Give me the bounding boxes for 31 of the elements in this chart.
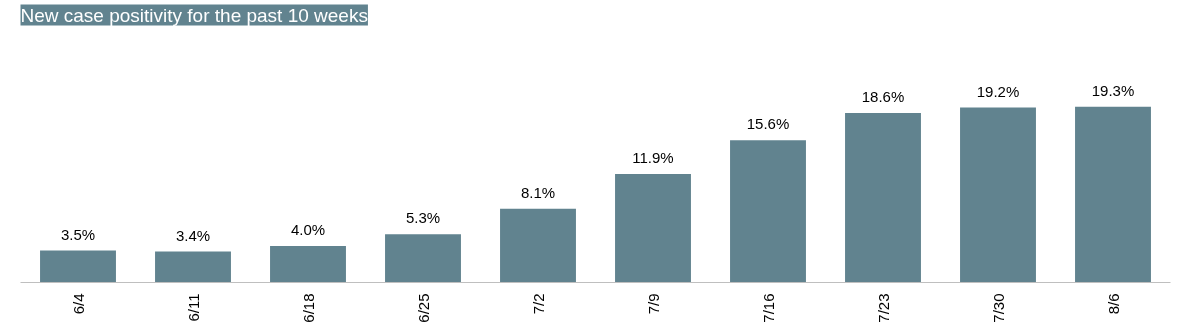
x-tick-label: 7/16 [759,293,777,323]
bar [845,113,921,283]
bar [1075,106,1151,283]
chart-title: New case positivity for the past 10 weeks [20,4,368,26]
bar [500,208,576,283]
data-label: 5.3% [405,209,441,227]
data-label: 4.0% [290,221,326,239]
data-label: 18.6% [861,88,905,106]
x-tick-label: 8/6 [1104,293,1122,315]
x-tick-label: 7/9 [644,293,662,315]
bar [155,251,231,283]
x-tick-label: 6/25 [414,293,432,323]
bar [615,174,691,283]
data-label: 11.9% [632,149,674,167]
data-label: 3.5% [60,225,96,243]
data-label: 3.4% [175,226,211,244]
data-label: 19.2% [976,82,1020,100]
data-label: 19.3% [1091,81,1135,99]
bar [270,246,346,283]
x-tick-label: 6/4 [69,293,87,315]
x-tick-label: 6/11 [184,293,202,322]
x-tick-label: 7/2 [529,293,547,315]
bar [730,140,806,283]
data-label: 15.6% [746,115,790,133]
data-label: 8.1% [520,183,556,201]
x-tick-label: 6/18 [299,293,317,323]
x-tick-label: 7/23 [874,293,892,323]
bar [40,250,116,283]
bar [960,107,1036,283]
bar [385,234,461,283]
x-tick-label: 7/30 [989,293,1007,323]
